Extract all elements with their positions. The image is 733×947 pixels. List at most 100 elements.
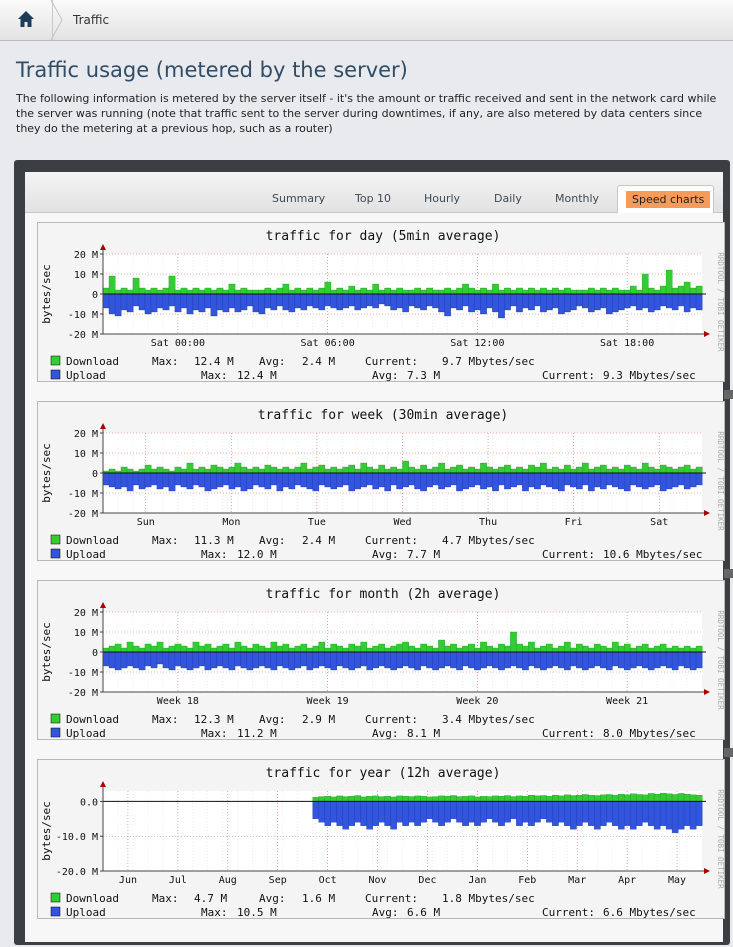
upload-bar [635,293,643,311]
download-bar [623,643,631,653]
tab-daily[interactable]: Daily [494,192,522,205]
tab-summary[interactable]: Summary [272,192,326,205]
download-bar [192,468,200,474]
download-bar [366,647,373,653]
download-bar [528,795,535,802]
upload-bar [600,293,607,309]
download-bar [318,641,326,653]
upload-bar [516,472,523,486]
download-bar [480,287,487,295]
download-bar [234,289,242,295]
download-bar [456,796,463,802]
upload-bar [629,293,637,307]
download-bar [144,643,152,653]
upload-bar [408,293,415,307]
download-bar [318,464,326,474]
download-bar [612,466,619,474]
download-bar [336,645,344,653]
y-axis-arrow [100,602,106,608]
download-bar [570,289,577,295]
download-bar [330,643,338,653]
upload-bar [426,293,433,307]
home-link[interactable] [0,0,53,40]
y-tick-label: 0.0 [80,797,98,808]
download-bar [552,647,559,653]
legend-upload-avg-label: Avg: [372,548,399,561]
upload-bar [246,651,254,671]
upload-bar [606,472,613,486]
download-bar [282,466,290,474]
tab-hourly[interactable]: Hourly [424,192,461,205]
upload-bar [114,472,122,490]
x-tick-label: Week 19 [307,696,349,707]
tab-monthly[interactable]: Monthly [555,192,600,205]
upload-bar [222,293,230,313]
download-bar [659,643,667,653]
upload-bar [408,651,415,669]
download-bar [348,643,356,653]
upload-bar [486,472,493,488]
download-bar [420,796,427,802]
download-bar [629,647,637,653]
upload-bar [629,801,637,830]
x-tick-label: May [668,875,686,886]
upload-bar [677,472,685,486]
download-bar [617,793,625,802]
download-bar [659,792,667,802]
x-tick-label: Jan [468,875,486,886]
tab-speed-charts[interactable]: Speed charts [617,185,714,213]
upload-bar [366,651,373,671]
download-bar [258,645,266,653]
upload-bar [671,293,679,311]
upload-bar [659,293,667,307]
legend-upload-current: 9.3 Mbytes/sec [603,369,696,382]
download-bar [390,796,397,802]
upload-bar [498,651,505,671]
upload-bar [647,651,655,671]
upload-bar [138,472,146,490]
chart-title: traffic for year (12h average) [266,766,501,781]
upload-bar [204,293,212,309]
y-tick-label: 0 [92,290,98,301]
upload-bar [108,472,116,488]
upload-bar [540,801,547,819]
download-bar [594,643,601,653]
download-bar [312,289,320,295]
download-bar [192,287,200,295]
download-bar [582,462,589,474]
tab-top10[interactable]: Top 10 [355,192,392,205]
download-bar [186,647,194,653]
upload-bar [683,293,691,313]
download-bar [492,647,499,653]
download-bar [665,647,673,653]
download-bar [462,468,469,474]
upload-bar [462,651,469,667]
download-bar [174,289,182,295]
download-bar [474,796,481,802]
download-bar [683,645,691,653]
x-tick-label: Jun [119,875,137,886]
upload-bar [312,651,320,669]
chart-watermark: RRDTOOL / TOBI OETIKER [716,789,725,889]
download-bar [438,639,445,653]
download-bar [390,289,397,295]
upload-bar [414,472,421,490]
download-bar [342,466,350,474]
upload-bar [528,293,535,311]
legend-download-max-label: Max: [152,534,179,547]
upload-bar [594,472,601,488]
x-tick-label: Tue [308,517,326,528]
download-bar [594,466,601,474]
download-bar [342,647,350,653]
download-bar [222,468,230,474]
download-bar [647,793,655,802]
upload-bar [683,651,691,669]
download-bar [240,466,248,474]
upload-bar [294,293,302,309]
download-bar [276,645,284,653]
legend-download-avg-label: Avg: [259,713,286,726]
download-bar [234,462,242,474]
upload-bar [336,293,344,311]
upload-bar [354,293,362,311]
upload-bar [683,472,691,490]
